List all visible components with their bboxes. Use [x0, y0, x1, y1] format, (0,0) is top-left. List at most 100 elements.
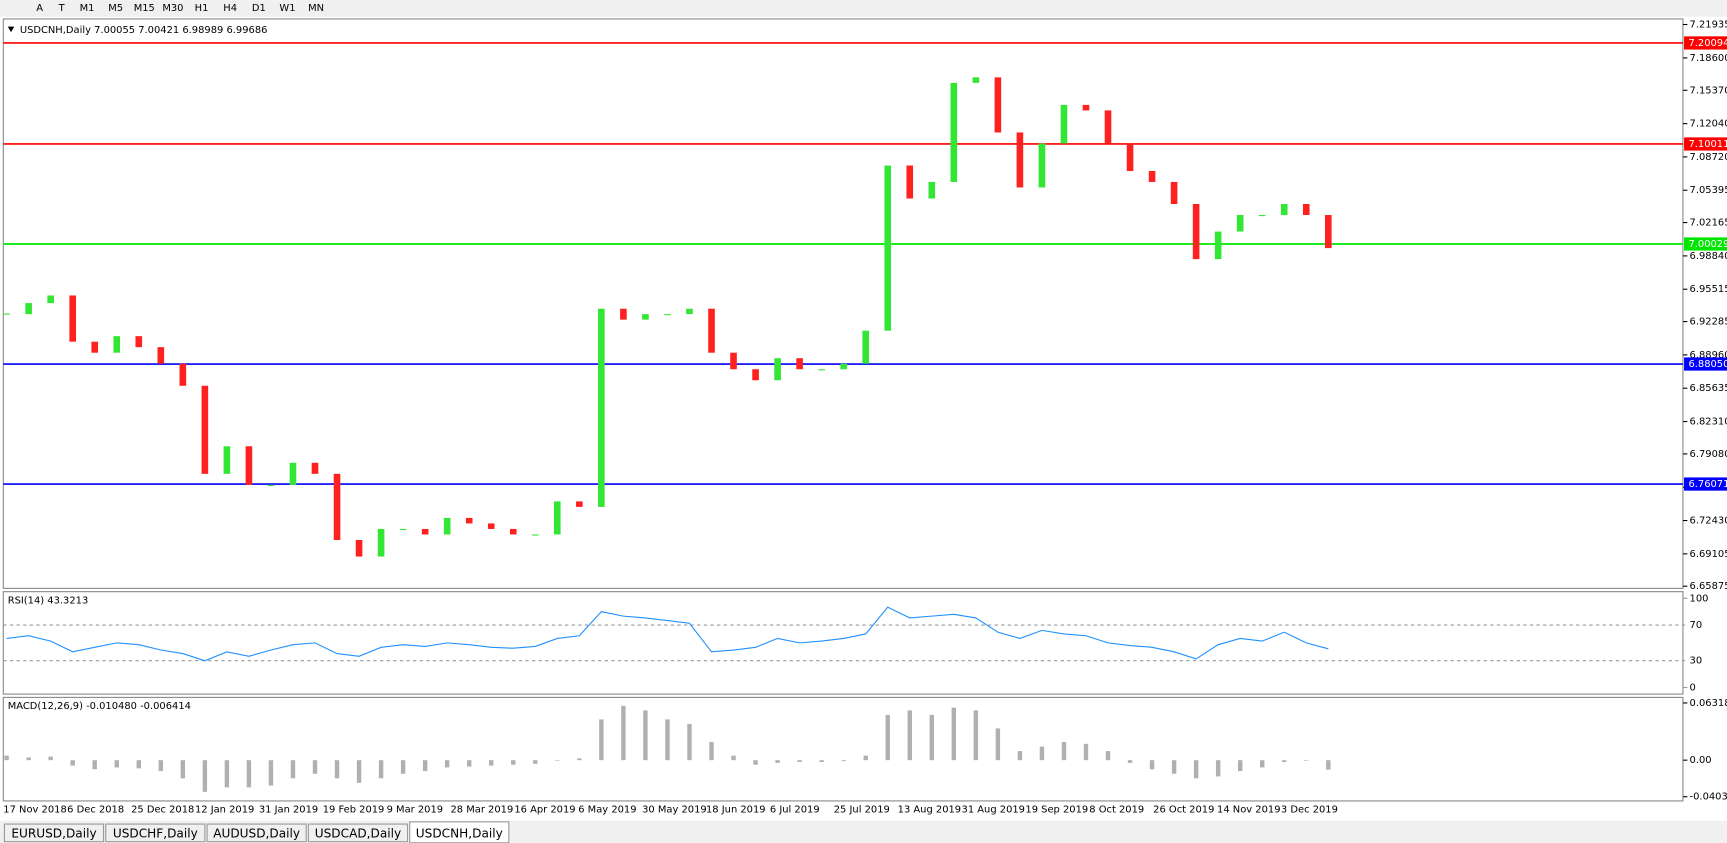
date-label: 14 Nov 2019 [1217, 805, 1280, 816]
macd-bar [180, 760, 186, 779]
toolbar [0, 0, 1727, 17]
date-label: 25 Dec 2018 [131, 805, 194, 816]
tab[interactable] [307, 823, 409, 843]
candle [465, 517, 473, 524]
macd-bar [489, 760, 494, 766]
main-panel [2, 18, 1684, 589]
candle [1236, 215, 1244, 232]
toolbar-button[interactable]: M5 [108, 3, 123, 14]
y-tick-label: 6.65875 [1690, 581, 1727, 592]
macd-bar [775, 760, 780, 763]
date-label: 26 Oct 2019 [1153, 805, 1214, 816]
tab-label[interactable]: AUDUSD,Daily [213, 826, 300, 840]
date-label: 16 Apr 2019 [514, 805, 575, 816]
macd-bar [841, 760, 846, 762]
candle [1302, 204, 1310, 216]
y-tick-label: 6.72430 [1690, 516, 1727, 527]
macd-tick-label: 0.063184 [1690, 698, 1727, 709]
candle [818, 369, 825, 371]
level-label-box [1684, 237, 1727, 251]
date-label: 12 Jan 2019 [195, 805, 254, 816]
candle [1060, 104, 1068, 144]
candle [487, 523, 495, 529]
toolbar-button[interactable]: D1 [252, 3, 266, 14]
date-label: 17 Nov 2018 [3, 805, 66, 816]
date-label: 9 Mar 2019 [387, 805, 444, 816]
macd-bar [26, 757, 31, 761]
tab[interactable] [3, 823, 105, 843]
date-label: 28 Mar 2019 [450, 805, 513, 816]
macd-bar [1282, 760, 1287, 762]
tab-label[interactable]: USDCHF,Daily [113, 826, 198, 840]
candle [862, 330, 870, 364]
macd-bar [797, 760, 802, 762]
candle [399, 528, 407, 531]
y-tick-label: 6.85635 [1690, 383, 1727, 394]
level-label: 7.20094 [1688, 38, 1727, 49]
tab-label[interactable]: USDCNH,Daily [416, 826, 503, 840]
candle [928, 181, 936, 199]
chart-header: USDCNH,Daily 7.00055 7.00421 6.98989 6.9… [20, 25, 268, 36]
toolbar-button[interactable]: A [36, 3, 43, 14]
candle [774, 358, 781, 381]
tab[interactable] [206, 823, 307, 843]
macd-bar [1061, 742, 1067, 761]
tab[interactable] [105, 823, 206, 843]
rsi-line [6, 606, 1329, 662]
macd-bar [731, 755, 736, 761]
candle [47, 295, 54, 304]
candle [708, 308, 715, 353]
candle [245, 446, 253, 485]
toolbar-button[interactable]: T [58, 3, 66, 14]
candle [1126, 143, 1134, 172]
macd-bar [599, 719, 604, 761]
toolbar-button[interactable]: M15 [134, 3, 155, 14]
macd-bar [621, 705, 626, 761]
collapse-icon[interactable] [7, 26, 15, 33]
level-label-box [1684, 357, 1727, 371]
toolbar-button[interactable]: H4 [223, 3, 237, 14]
candle [91, 341, 99, 353]
level-label-box [1684, 477, 1727, 491]
macd-bar [907, 710, 912, 761]
candle [267, 484, 275, 486]
candle [25, 303, 32, 315]
macd-tick-label: 0.00 [1690, 755, 1712, 766]
toolbar-button[interactable]: M1 [80, 3, 95, 14]
candle [289, 462, 297, 485]
y-tick-label: 6.82310 [1690, 417, 1727, 428]
macd-bar [356, 760, 362, 783]
macd-title: MACD(12,26,9) -0.010480 -0.006414 [8, 701, 191, 712]
tab-label[interactable]: EURUSD,Daily [11, 826, 96, 840]
macd-bar [158, 760, 164, 772]
y-tick-label: 7.12040 [1690, 119, 1727, 130]
date-label: 13 Aug 2019 [898, 805, 961, 816]
macd-bar [1083, 743, 1089, 761]
macd-bar [753, 760, 758, 765]
y-tick-label: 6.79080 [1690, 449, 1727, 460]
date-label: 6 May 2019 [578, 805, 636, 816]
macd-bar [665, 719, 670, 761]
y-tick-label: 6.92285 [1690, 317, 1727, 328]
date-label: 19 Feb 2019 [323, 805, 385, 816]
candle [311, 462, 319, 474]
toolbar-button[interactable]: M30 [162, 3, 183, 14]
y-tick-label: 7.08720 [1690, 152, 1727, 163]
macd-tick-label: -0.040355 [1690, 792, 1727, 803]
macd-bar [92, 760, 97, 770]
tab-label[interactable]: USDCAD,Daily [315, 826, 401, 840]
level-label: 7.10011 [1688, 139, 1727, 150]
candle [884, 165, 892, 331]
macd-bar [929, 714, 934, 761]
candle [1280, 204, 1288, 216]
candle [796, 358, 803, 370]
macd-bar [1171, 760, 1177, 774]
date-label: 25 Jul 2019 [834, 805, 890, 816]
toolbar-button[interactable]: MN [308, 3, 324, 14]
macd-bar [1215, 760, 1221, 777]
toolbar-button[interactable]: W1 [279, 3, 295, 14]
candle [509, 528, 517, 535]
toolbar-button[interactable]: H1 [195, 3, 209, 14]
date-label: 31 Jan 2019 [259, 805, 318, 816]
macd-bar [268, 760, 274, 786]
